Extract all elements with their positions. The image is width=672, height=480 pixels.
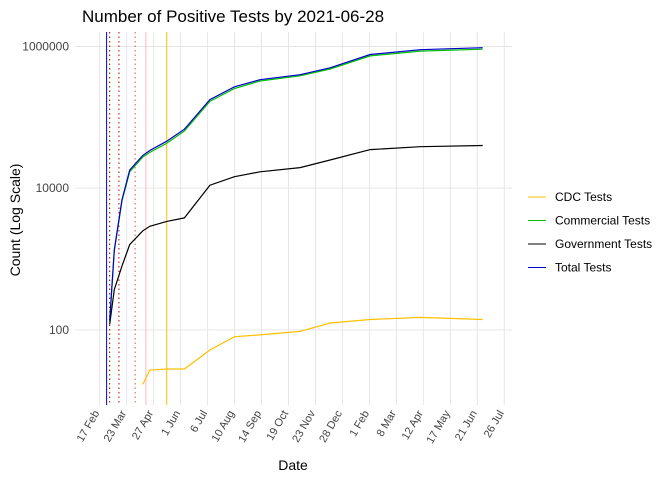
- x-tick-label: 14 Sep: [236, 409, 264, 445]
- x-tick-label: 1 Jun: [159, 409, 183, 438]
- series-line: [109, 48, 483, 322]
- x-tick-label: 21 Jun: [453, 409, 480, 444]
- x-tick-label: 19 Oct: [264, 409, 291, 443]
- x-tick-label: 17 May: [425, 408, 454, 446]
- series-line: [109, 47, 483, 321]
- x-tick-label: 10 Aug: [210, 409, 238, 445]
- x-tick-label: 28 Dec: [317, 408, 345, 445]
- y-tick-label: 100: [49, 323, 69, 337]
- x-tick-label: 8 Mar: [375, 408, 400, 439]
- x-tick-label: 1 Feb: [348, 409, 372, 439]
- legend-label: Commercial Tests: [555, 214, 650, 228]
- series-line: [142, 316, 483, 385]
- legend-label: Total Tests: [555, 261, 611, 275]
- x-tick-label: 6 Jul: [188, 409, 210, 435]
- x-tick-label: 12 Apr: [400, 408, 426, 442]
- x-tick-label: 27 Apr: [130, 408, 156, 442]
- x-tick-label: 23 Nov: [290, 408, 318, 445]
- series-line: [109, 144, 483, 325]
- y-tick-label: 1000000: [22, 39, 69, 53]
- chart-title: Number of Positive Tests by 2021-06-28: [82, 7, 384, 26]
- y-axis-label: Count (Log Scale): [7, 164, 23, 277]
- x-tick-label: 26 Jul: [482, 408, 507, 439]
- y-tick-label: 10000: [36, 181, 70, 195]
- x-tick-label: 17 Feb: [75, 409, 103, 445]
- x-axis-label: Date: [278, 457, 308, 473]
- legend-label: Government Tests: [555, 237, 652, 251]
- x-tick-label: 23 Mar: [102, 408, 130, 444]
- legend-label: CDC Tests: [555, 190, 612, 204]
